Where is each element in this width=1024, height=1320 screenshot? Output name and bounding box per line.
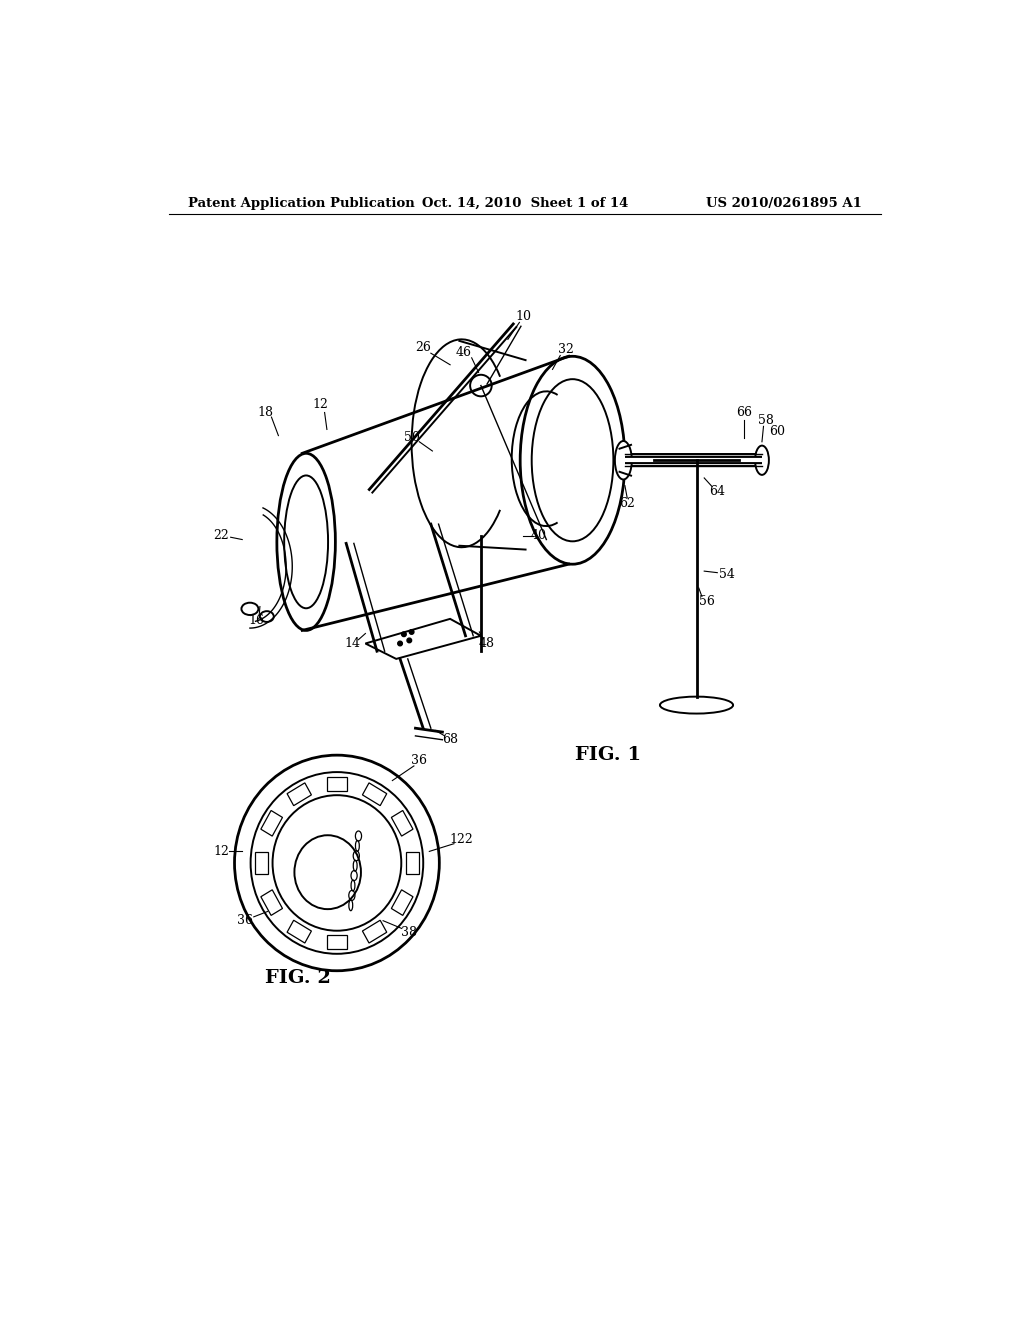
Text: 40: 40: [530, 529, 547, 543]
Polygon shape: [362, 920, 387, 942]
Circle shape: [397, 642, 402, 645]
Text: 48: 48: [479, 638, 495, 649]
Text: 54: 54: [720, 568, 735, 581]
Text: 46: 46: [456, 346, 472, 359]
Text: 60: 60: [769, 425, 785, 438]
Text: 16: 16: [248, 614, 264, 627]
Text: 66: 66: [736, 407, 753, 418]
Ellipse shape: [242, 603, 258, 615]
Circle shape: [470, 375, 492, 396]
Text: 26: 26: [415, 341, 431, 354]
Circle shape: [410, 630, 414, 635]
Text: 62: 62: [620, 496, 635, 510]
Text: 32: 32: [558, 343, 573, 356]
Text: 122: 122: [450, 833, 473, 846]
Text: 38: 38: [401, 925, 418, 939]
Text: 18: 18: [257, 407, 273, 418]
Polygon shape: [287, 920, 311, 942]
Text: 68: 68: [442, 733, 458, 746]
Text: Patent Application Publication: Patent Application Publication: [188, 197, 415, 210]
Polygon shape: [366, 619, 481, 659]
Text: 22: 22: [214, 529, 229, 543]
Ellipse shape: [251, 772, 423, 954]
Text: 36: 36: [412, 754, 427, 767]
Text: 56: 56: [698, 594, 715, 607]
Text: FIG. 1: FIG. 1: [574, 746, 641, 764]
Ellipse shape: [659, 697, 733, 714]
Polygon shape: [261, 810, 283, 836]
Polygon shape: [362, 783, 387, 805]
Text: 50: 50: [403, 432, 420, 445]
Polygon shape: [625, 454, 762, 466]
Polygon shape: [391, 890, 413, 915]
Text: 12: 12: [312, 399, 329, 412]
Ellipse shape: [272, 795, 401, 931]
Ellipse shape: [520, 356, 625, 564]
Polygon shape: [261, 890, 283, 915]
Polygon shape: [287, 783, 311, 805]
Text: US 2010/0261895 A1: US 2010/0261895 A1: [707, 197, 862, 210]
Text: 12: 12: [213, 845, 229, 858]
Circle shape: [407, 638, 412, 643]
Polygon shape: [327, 776, 347, 791]
Text: Oct. 14, 2010  Sheet 1 of 14: Oct. 14, 2010 Sheet 1 of 14: [422, 197, 628, 210]
Polygon shape: [406, 853, 419, 874]
Circle shape: [401, 632, 407, 636]
Ellipse shape: [755, 446, 769, 475]
Ellipse shape: [260, 611, 273, 622]
Polygon shape: [391, 810, 413, 836]
Text: 58: 58: [758, 413, 774, 426]
Text: 10: 10: [515, 310, 531, 323]
Text: 64: 64: [710, 484, 725, 498]
Ellipse shape: [614, 441, 632, 479]
Text: FIG. 2: FIG. 2: [265, 969, 332, 987]
Text: 14: 14: [344, 638, 360, 649]
Polygon shape: [327, 936, 347, 949]
Ellipse shape: [276, 453, 336, 631]
Polygon shape: [255, 853, 268, 874]
Ellipse shape: [234, 755, 439, 970]
Text: 36: 36: [237, 915, 253, 927]
